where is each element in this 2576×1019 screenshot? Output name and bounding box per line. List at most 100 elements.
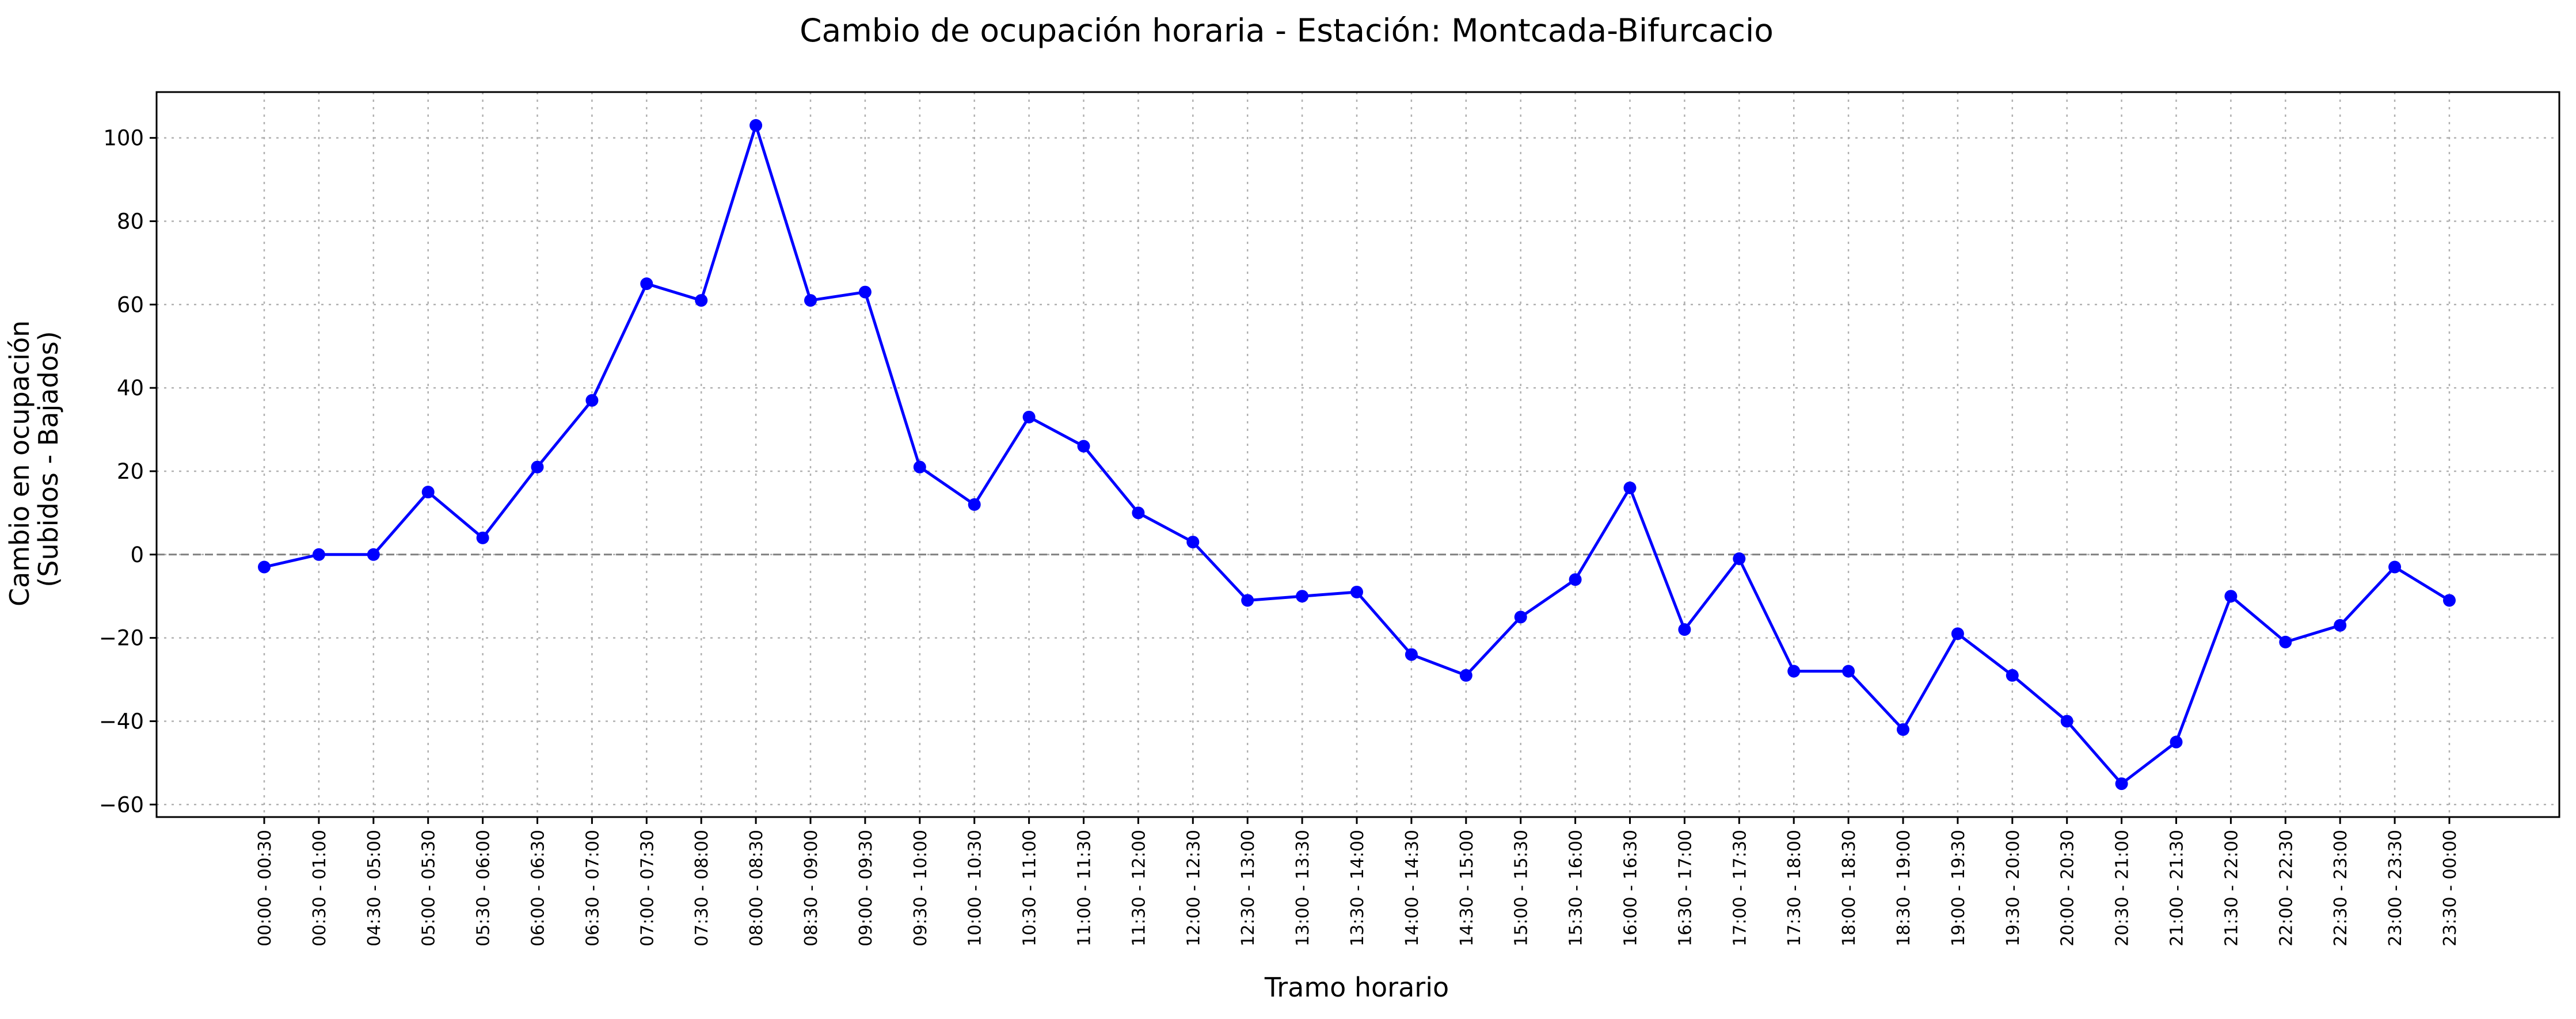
data-point — [1186, 536, 1200, 549]
data-point — [421, 486, 435, 499]
x-tick-label: 17:00 - 17:30 — [1730, 830, 1750, 947]
x-tick-label: 21:00 - 21:30 — [2167, 830, 2187, 947]
data-point — [1405, 648, 1418, 661]
data-point — [1787, 665, 1801, 678]
data-point — [1678, 623, 1691, 636]
data-point — [531, 460, 544, 474]
x-tick-label: 23:30 - 00:00 — [2440, 830, 2460, 947]
x-tick-label: 09:30 - 10:00 — [911, 830, 931, 947]
y-axis: −60 −40 −20 0 20 40 60 80 100 — [99, 126, 157, 817]
x-tick-label: 22:00 - 22:30 — [2276, 830, 2296, 947]
x-tick-label: 20:30 - 21:00 — [2113, 830, 2133, 947]
x-tick-label: 13:00 - 13:30 — [1293, 830, 1313, 947]
x-tick-label: 16:30 - 17:00 — [1675, 830, 1695, 947]
y-axis-title-line-2: (Subidos - Bajados) — [33, 331, 64, 587]
data-point — [1623, 481, 1637, 494]
data-point — [1022, 410, 1036, 423]
data-point — [1842, 665, 1855, 678]
x-tick-label: 06:00 - 06:30 — [528, 830, 549, 947]
data-point — [2334, 619, 2347, 632]
data-point — [1733, 552, 1746, 566]
x-tick-label: 14:00 - 14:30 — [1402, 830, 1422, 947]
y-tick-label: 80 — [117, 209, 144, 234]
x-tick-label: 17:30 - 18:00 — [1784, 830, 1805, 947]
x-tick-label: 11:30 - 12:00 — [1129, 830, 1149, 947]
y-tick-label: 40 — [117, 376, 144, 400]
data-point — [2388, 560, 2402, 574]
x-tick-label: 06:30 - 07:00 — [583, 830, 603, 947]
plot-frame — [155, 91, 2560, 818]
x-tick-label: 13:30 - 14:00 — [1348, 830, 1368, 947]
x-tick-label: 12:00 - 12:30 — [1184, 830, 1204, 947]
x-tick-label: 05:30 - 06:00 — [474, 830, 494, 947]
x-tick-label: 05:00 - 05:30 — [419, 830, 439, 947]
x-tick-label: 20:00 - 20:30 — [2058, 830, 2078, 947]
data-point — [2060, 715, 2073, 728]
chart-title: Cambio de ocupación horaria - Estación: … — [800, 12, 1774, 49]
data-point — [2115, 777, 2128, 791]
data-point — [1350, 585, 1363, 598]
x-tick-label: 19:30 - 20:00 — [2003, 830, 2023, 947]
data-point — [1897, 723, 1909, 736]
data-point — [585, 394, 599, 407]
y-tick-label: −60 — [99, 792, 144, 817]
y-tick-label: −40 — [99, 709, 144, 734]
x-tick-label: 23:00 - 23:30 — [2385, 830, 2406, 947]
data-point — [804, 294, 817, 307]
data-point — [367, 548, 380, 561]
data-point — [749, 119, 763, 132]
x-tick-label: 10:30 - 11:00 — [1020, 830, 1040, 947]
y-tick-label: 100 — [103, 126, 144, 151]
data-point — [640, 277, 653, 291]
data-point — [2170, 735, 2183, 749]
y-tick-label: 20 — [117, 459, 144, 484]
data-point — [1569, 573, 1582, 586]
x-tick-label: 15:00 - 15:30 — [1512, 830, 1532, 947]
data-point — [1514, 610, 1527, 624]
x-tick-label: 07:30 - 08:00 — [692, 830, 712, 947]
x-tick-label: 16:00 - 16:30 — [1621, 830, 1641, 947]
data-point — [1459, 669, 1472, 682]
data-point — [1132, 506, 1145, 520]
x-axis-title: Tramo horario — [1264, 972, 1449, 1003]
data-point — [1951, 627, 1964, 640]
x-tick-label: 22:30 - 23:00 — [2331, 830, 2351, 947]
x-tick-label: 08:00 - 08:30 — [747, 830, 767, 947]
data-point — [2279, 635, 2292, 648]
data-point — [695, 294, 708, 307]
x-tick-label: 21:30 - 22:00 — [2221, 830, 2242, 947]
data-point — [312, 548, 325, 561]
x-tick-label: 12:30 - 13:00 — [1238, 830, 1258, 947]
x-tick-label: 10:00 - 10:30 — [965, 830, 985, 947]
data-point — [1077, 440, 1090, 453]
x-tick-label: 00:00 - 00:30 — [255, 830, 275, 947]
x-tick-label: 19:00 - 19:30 — [1949, 830, 1969, 947]
x-tick-label: 15:30 - 16:00 — [1566, 830, 1586, 947]
data-point — [968, 498, 981, 511]
data-point — [2443, 594, 2456, 607]
data-point — [1296, 590, 1309, 603]
x-tick-label: 04:30 - 05:00 — [364, 830, 385, 947]
y-tick-label: 60 — [117, 292, 144, 317]
x-tick-label: 07:00 - 07:30 — [637, 830, 657, 947]
grid-lines — [157, 92, 2559, 817]
y-tick-label: −20 — [99, 626, 144, 651]
x-tick-label: 00:30 - 01:00 — [310, 830, 330, 947]
y-tick-label: 0 — [130, 543, 144, 567]
data-point — [258, 560, 271, 574]
x-tick-label: 14:30 - 15:00 — [1457, 830, 1477, 947]
data-point — [476, 531, 489, 544]
y-axis-title: Cambio en ocupación (Subidos - Bajados) — [4, 312, 64, 606]
data-point — [2224, 590, 2238, 603]
x-tick-label: 11:00 - 11:30 — [1075, 830, 1095, 947]
x-axis: 00:00 - 00:30 00:30 - 01:00 04:30 - 05:00 0… — [255, 817, 2460, 947]
data-point — [913, 460, 926, 474]
y-axis-title-line-1: Cambio en ocupación — [4, 320, 35, 606]
data-point — [858, 285, 872, 299]
series-line-group — [258, 119, 2456, 791]
x-tick-label: 18:30 - 19:00 — [1894, 830, 1914, 947]
x-tick-label: 18:00 - 18:30 — [1839, 830, 1859, 947]
x-tick-label: 08:30 - 09:00 — [801, 830, 821, 947]
